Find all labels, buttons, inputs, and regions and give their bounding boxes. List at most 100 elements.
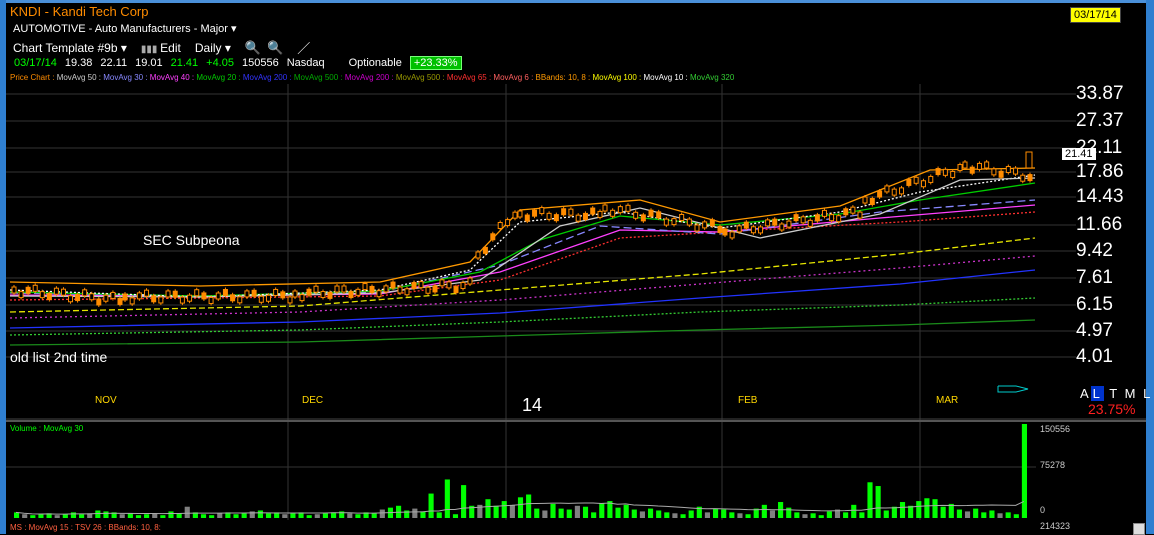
candle-body: [460, 282, 466, 290]
volume-legend: Volume : MovAvg 30: [10, 424, 83, 433]
candle-body: [772, 218, 778, 226]
volume-bar: [574, 505, 580, 518]
volume-bar: [550, 503, 556, 518]
candle-body: [722, 228, 728, 236]
candle-body: [814, 214, 820, 222]
candle-body: [779, 223, 785, 231]
volume-bar: [656, 510, 662, 518]
candle-body: [800, 216, 806, 224]
candle-body: [976, 162, 982, 170]
price-axis-label: 33.87: [1076, 83, 1124, 104]
edit-button[interactable]: ▮▮▮ Edit: [141, 41, 181, 55]
template-dropdown[interactable]: Chart Template #9b ▾: [13, 41, 127, 55]
candle-body: [39, 291, 45, 299]
legend-item: MovAvg 50 :: [56, 73, 104, 82]
candle-body: [597, 210, 603, 218]
candle-body: [512, 211, 518, 219]
candle-body: [25, 286, 31, 294]
candle-body: [640, 214, 646, 222]
volume-bar: [1013, 514, 1019, 518]
ma-200b-line: [9, 255, 1036, 319]
candle-body: [899, 187, 905, 195]
sector-dropdown[interactable]: AUTOMOTIVE - Auto Manufacturers - Major …: [13, 22, 237, 35]
candle-body: [53, 287, 59, 295]
zoom-out-icon[interactable]: 🔍: [267, 39, 284, 55]
annotation-gold-list[interactable]: old list 2nd time: [10, 349, 108, 365]
scroll-right-arrow-icon[interactable]: [996, 382, 1036, 396]
candle-body: [287, 296, 293, 304]
candle-body: [194, 289, 200, 297]
annotation-sec[interactable]: SEC Subpeona: [143, 232, 240, 248]
draw-tool-icon[interactable]: ／: [297, 41, 311, 56]
ma-500-line: [9, 297, 1036, 336]
candle-body: [505, 219, 511, 227]
volume-bar: [46, 513, 52, 518]
quote-line: 03/17/14 19.38 22.11 19.01 21.41 +4.05 1…: [14, 56, 462, 70]
volume-bar: [526, 494, 532, 518]
bar-chart-icon: ▮▮▮: [140, 43, 161, 55]
ytd-percent: 23.75%: [1088, 401, 1136, 417]
chevron-down-icon: ▾: [221, 40, 231, 55]
volume-bar: [704, 512, 711, 518]
zoom-in-icon[interactable]: 🔍: [244, 39, 262, 55]
candle-body: [151, 295, 157, 303]
candle-body: [758, 226, 764, 234]
volume-bar: [891, 506, 897, 518]
candle-body: [877, 190, 883, 198]
volume-bar: [217, 513, 223, 518]
ma-10-line: [9, 174, 1036, 298]
candle-body: [411, 282, 417, 290]
volume-bar: [916, 501, 922, 518]
legend-item: MovAvg 500 :: [293, 73, 345, 82]
period-t[interactable]: T: [1109, 386, 1120, 401]
volume-bar: [135, 515, 142, 518]
volume-bar: [721, 509, 727, 518]
price-axis-label: 6.15: [1076, 294, 1113, 315]
volume-bar: [469, 505, 475, 518]
scrollbar-thumb[interactable]: [1133, 523, 1145, 535]
candle-body: [702, 221, 708, 229]
last-candle: [1025, 151, 1033, 169]
candle-body: [187, 294, 193, 302]
volume-bar: [501, 501, 507, 518]
quote-exchange: Nasdaq: [286, 57, 325, 69]
candle-body: [850, 206, 856, 214]
period-l-selected[interactable]: L: [1090, 386, 1104, 401]
volume-bar: [452, 514, 459, 518]
volume-bar: [826, 511, 832, 518]
candle-body: [568, 208, 574, 216]
price-chart[interactable]: [6, 84, 1146, 420]
volume-bar: [558, 508, 564, 518]
bband-upper-line: [9, 167, 1036, 287]
candle-body: [348, 291, 354, 299]
legend-item: MovAvg 10 :: [643, 73, 690, 82]
volume-zero-label: 0: [1040, 505, 1046, 515]
period-l[interactable]: L: [1143, 386, 1153, 401]
candle-body: [913, 176, 919, 184]
volume-bar: [444, 479, 450, 518]
candle-body: [46, 293, 52, 301]
price-axis-label: 27.37: [1076, 110, 1124, 131]
volume-bar: [428, 493, 434, 518]
volume-chart[interactable]: [6, 422, 1036, 520]
candle-body: [172, 290, 178, 298]
panel-divider[interactable]: [6, 420, 1146, 422]
period-dropdown[interactable]: Daily ▾: [195, 41, 231, 55]
candle-body: [179, 296, 185, 304]
candle-body: [230, 294, 236, 302]
candle-body: [1027, 174, 1033, 182]
legend-item: MovAvg 30 :: [103, 73, 150, 82]
candle-body: [1020, 174, 1026, 182]
volume-bar: [867, 482, 873, 518]
toolbar: Chart Template #9b ▾ ▮▮▮ Edit Daily ▾ 🔍 …: [13, 38, 310, 57]
volume-bar: [769, 510, 776, 518]
candle-body: [334, 285, 340, 293]
candle-body: [935, 168, 941, 176]
candle-body: [327, 291, 333, 299]
period-m[interactable]: M: [1124, 386, 1138, 401]
window-frame-right: [1146, 0, 1154, 534]
volume-bar: [664, 512, 670, 518]
period-all[interactable]: A: [1080, 386, 1091, 401]
candle-body: [950, 170, 956, 178]
price-legend: Price Chart : MovAvg 50 : MovAvg 30 : Mo…: [10, 73, 734, 82]
